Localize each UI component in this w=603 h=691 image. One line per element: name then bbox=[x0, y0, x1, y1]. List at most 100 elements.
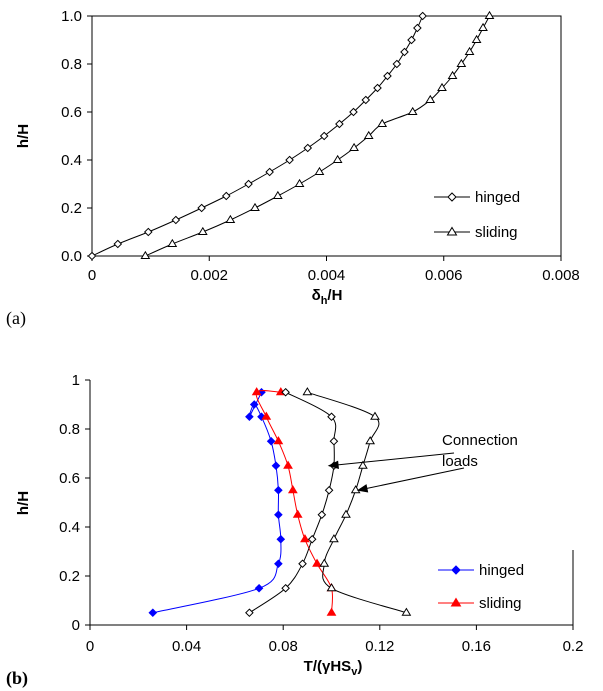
chart-b-ylabel: h/H bbox=[15, 491, 32, 515]
chart-b-ticks: 0 0.04 0.08 0.12 0.16 0.2 0 0.2 0.4 0.6 0.8 1 bbox=[59, 372, 583, 655]
data-point-hinged bbox=[285, 155, 294, 165]
data-point-series-3 bbox=[319, 558, 330, 567]
data-point-hinged bbox=[244, 179, 253, 189]
data-point-sliding bbox=[478, 22, 488, 32]
data-point-hinged bbox=[143, 227, 153, 237]
x-tick-label: 0 bbox=[88, 267, 96, 284]
data-point-sliding bbox=[287, 485, 298, 494]
chart-b-series bbox=[148, 387, 412, 618]
data-point-sliding bbox=[456, 58, 467, 68]
y-tick-label: 1.0 bbox=[61, 8, 82, 25]
data-point-series-2 bbox=[307, 534, 317, 544]
data-point-series-2 bbox=[281, 387, 290, 397]
y-tick-label: 0.4 bbox=[61, 152, 82, 169]
annotation-arrowhead bbox=[356, 484, 369, 493]
chart-b-panel-label: (b) bbox=[6, 668, 28, 689]
data-point-series-2 bbox=[327, 412, 336, 422]
data-point-sliding bbox=[407, 106, 418, 116]
chart-b-legend-marker-hinged bbox=[451, 565, 461, 575]
x-tick-label: 0.16 bbox=[462, 638, 491, 655]
data-point-hinged bbox=[245, 412, 254, 422]
data-point-series-3 bbox=[370, 411, 380, 420]
data-point-sliding bbox=[197, 226, 208, 236]
annotation-line2: loads bbox=[442, 453, 478, 470]
data-point-hinged bbox=[392, 59, 402, 69]
series-line-sliding bbox=[255, 389, 334, 613]
chart-a-legend-marker-hinged bbox=[447, 192, 457, 202]
y-tick-label: 0.2 bbox=[59, 568, 80, 585]
x-tick-label: 0.004 bbox=[308, 267, 346, 284]
data-point-series-3 bbox=[401, 607, 412, 616]
data-point-hinged bbox=[87, 251, 97, 261]
data-point-hinged bbox=[418, 11, 427, 21]
data-point-series-3 bbox=[358, 460, 368, 469]
y-tick-label: 0.8 bbox=[61, 56, 82, 73]
data-point-sliding bbox=[167, 238, 178, 248]
chart-a-xlabel: δh/H bbox=[312, 287, 343, 307]
data-point-hinged bbox=[276, 534, 286, 544]
data-point-sliding bbox=[425, 94, 436, 104]
data-point-sliding bbox=[447, 70, 458, 80]
annotation-arrows bbox=[327, 452, 465, 493]
data-point-sliding bbox=[312, 558, 322, 567]
chart-b-annotation: Connection loads bbox=[327, 432, 518, 493]
data-point-hinged bbox=[221, 191, 231, 201]
data-point-series-3 bbox=[350, 485, 361, 494]
data-point-sliding bbox=[292, 509, 303, 518]
data-point-series-2 bbox=[324, 485, 334, 495]
data-point-sliding bbox=[250, 202, 260, 212]
x-tick-label: 0 bbox=[86, 638, 94, 655]
data-point-series-2 bbox=[281, 583, 290, 593]
x-tick-label: 0.006 bbox=[425, 267, 463, 284]
data-point-hinged bbox=[400, 47, 409, 57]
data-point-series-2 bbox=[317, 510, 327, 520]
data-point-hinged bbox=[407, 35, 416, 45]
y-tick-label: 0.4 bbox=[59, 519, 80, 536]
y-tick-label: 0.0 bbox=[61, 248, 82, 265]
data-point-series-3 bbox=[365, 436, 376, 445]
series-line-hinged bbox=[152, 392, 282, 614]
chart-b-xlabel: T/(γHSv) bbox=[304, 658, 363, 678]
data-point-sliding bbox=[332, 154, 343, 164]
chart-a-legend-hinged: hinged bbox=[475, 189, 520, 206]
chart-a: 0 0.002 0.004 0.006 0.0080.00.20.40.60.81.0 … bbox=[6, 8, 580, 329]
data-point-hinged bbox=[148, 608, 158, 618]
chart-a-legend-sliding: sliding bbox=[475, 224, 518, 241]
data-point-series-2 bbox=[245, 608, 254, 618]
annotation-arrow-line bbox=[357, 467, 465, 491]
data-point-series-3 bbox=[326, 583, 337, 592]
data-point-sliding bbox=[300, 534, 310, 543]
data-point-series-3 bbox=[302, 387, 313, 396]
data-point-sliding bbox=[377, 118, 388, 128]
data-point-hinged bbox=[319, 131, 329, 141]
data-point-hinged bbox=[274, 559, 283, 569]
data-point-hinged bbox=[265, 167, 274, 177]
data-point-series-3 bbox=[329, 534, 339, 543]
data-point-sliding bbox=[251, 387, 262, 396]
series-line-hinged bbox=[91, 15, 424, 257]
data-point-series-3 bbox=[341, 509, 351, 518]
y-tick-label: 0.6 bbox=[59, 470, 80, 487]
chart-a-series bbox=[87, 10, 495, 261]
data-point-sliding bbox=[314, 166, 325, 176]
data-point-sliding bbox=[484, 10, 495, 20]
chart-a-panel-label: (a) bbox=[6, 308, 26, 329]
y-tick-label: 0.6 bbox=[61, 104, 82, 121]
data-point-sliding bbox=[225, 214, 236, 224]
data-point-sliding bbox=[294, 178, 305, 188]
x-tick-label: 0.08 bbox=[269, 638, 298, 655]
data-point-hinged bbox=[413, 23, 422, 33]
series-line-sliding bbox=[145, 15, 490, 257]
data-point-hinged bbox=[249, 400, 259, 409]
data-point-sliding bbox=[464, 46, 475, 56]
series-line-series-3 bbox=[307, 391, 407, 614]
y-tick-label: 1 bbox=[72, 372, 80, 389]
data-point-hinged bbox=[254, 583, 264, 593]
chart-a-ylabel: h/H bbox=[15, 124, 32, 148]
chart-b-legend-hinged: hinged bbox=[479, 562, 524, 579]
data-point-series-2 bbox=[298, 559, 307, 569]
data-point-hinged bbox=[274, 485, 283, 495]
x-tick-label: 0.008 bbox=[542, 267, 580, 284]
chart-b: 0 0.04 0.08 0.12 0.16 0.2 0 0.2 0.4 0.6 0.8 1 h/H T… bbox=[6, 372, 583, 689]
y-tick-label: 0 bbox=[72, 617, 80, 634]
